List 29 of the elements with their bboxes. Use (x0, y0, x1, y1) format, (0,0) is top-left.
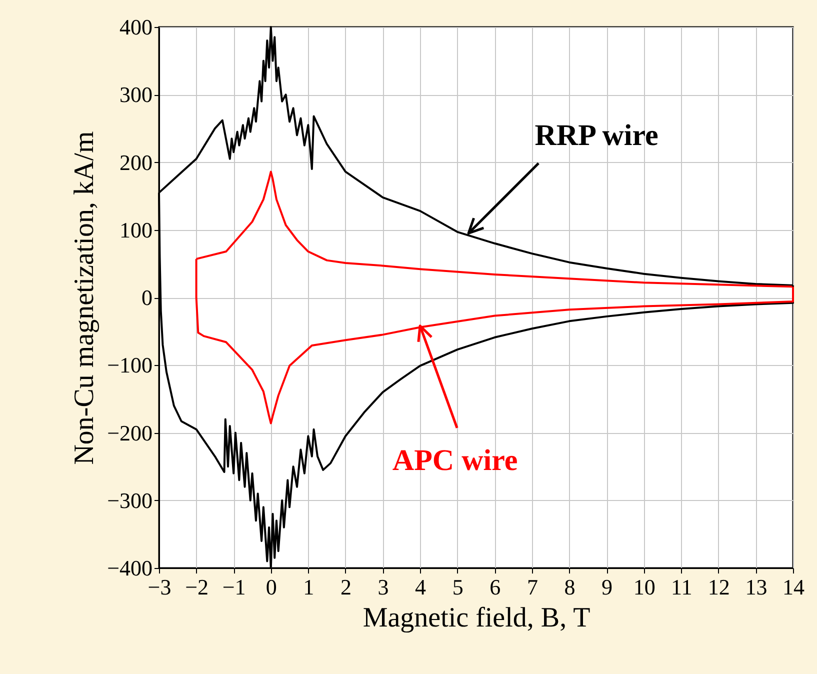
x-tick-label: 13 (745, 574, 768, 600)
x-tick-label: 10 (633, 574, 656, 600)
y-tick-label: −200 (107, 420, 152, 446)
x-tick-label: 3 (378, 574, 389, 600)
y-tick-label: −300 (107, 488, 152, 513)
y-tick-label: 200 (120, 150, 152, 175)
y-tick-label: 300 (120, 82, 152, 108)
x-tick-label: 12 (708, 574, 730, 600)
x-tick-label: 5 (452, 574, 464, 600)
x-tick-label: 0 (266, 574, 277, 600)
x-tick-label: 7 (526, 574, 538, 600)
y-tick-label: 0 (142, 285, 152, 310)
x-tick-label: 2 (340, 574, 352, 600)
x-tick-label: 14 (782, 574, 804, 600)
x-tick-label: 1 (303, 574, 314, 600)
x-tick-label: 8 (564, 574, 576, 600)
y-axis-title: Non-Cu magnetization, kA/m (69, 130, 100, 465)
x-tick-label: −2 (185, 574, 209, 600)
y-tick-label: −100 (107, 352, 152, 378)
x-tick-label: 11 (671, 574, 692, 600)
y-tick-label: 100 (120, 217, 152, 242)
x-axis-title: Magnetic field, B, T (362, 602, 590, 634)
x-tick-label: 4 (415, 574, 426, 600)
y-tick-label: 400 (120, 14, 152, 40)
annotation: RRP wire (534, 119, 658, 152)
annotation: APC wire (392, 444, 518, 477)
x-tick-label: −1 (222, 574, 246, 600)
x-tick-label: 9 (602, 574, 613, 600)
x-tick-label: 6 (490, 574, 501, 600)
